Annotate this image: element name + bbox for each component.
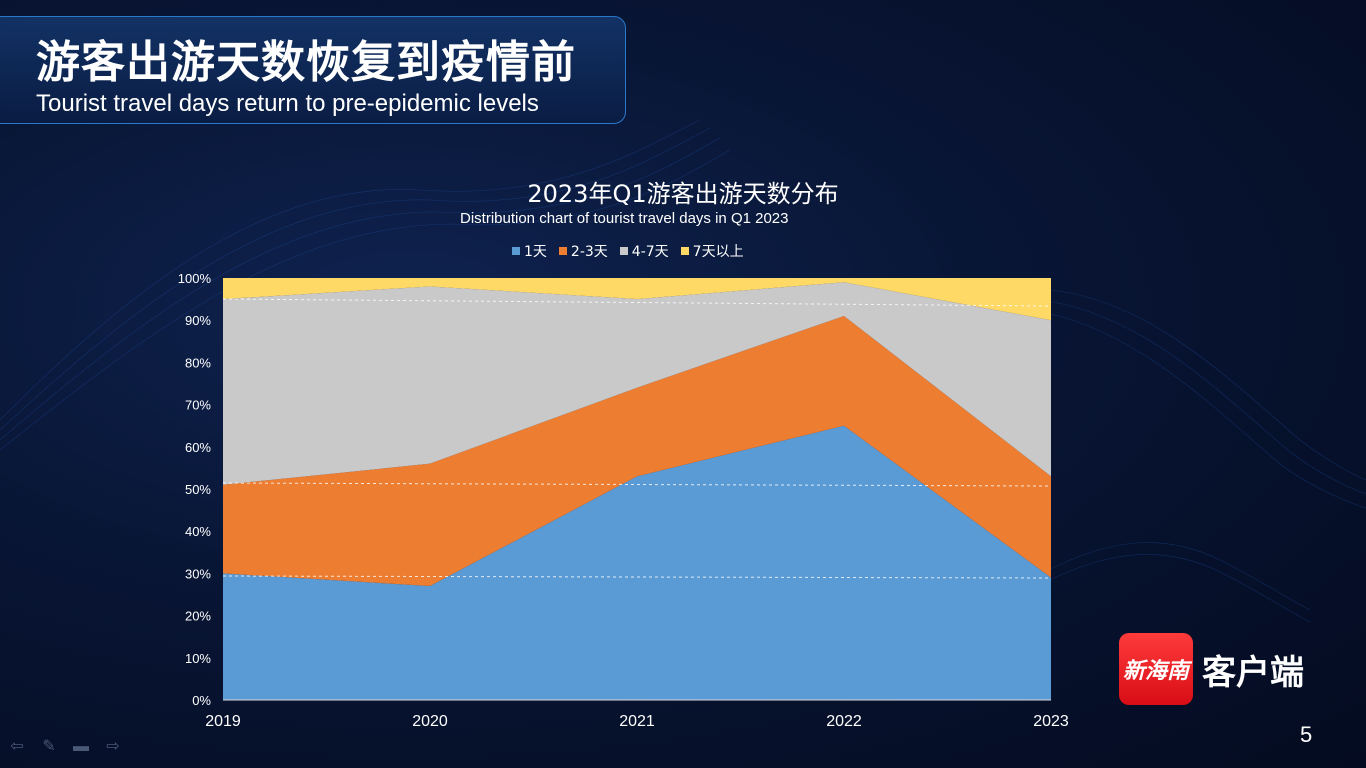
area-series-2 <box>223 315 1051 587</box>
reference-line-1 <box>222 298 1052 307</box>
y-tick-label: 60% <box>185 440 211 455</box>
legend-swatch-1 <box>512 247 520 255</box>
pen-icon[interactable]: ✎ <box>42 738 56 755</box>
slide-title: 游客出游天数恢复到疫情前 <box>36 37 576 88</box>
y-tick-label: 40% <box>185 524 211 539</box>
legend-item-4: 7天以上 <box>680 241 744 261</box>
logo-mark: 新海南 <box>1119 633 1193 705</box>
y-tick-label: 70% <box>185 398 211 413</box>
y-tick-label: 10% <box>185 651 211 666</box>
y-tick-label: 30% <box>185 566 211 581</box>
y-tick-label: 90% <box>185 313 211 328</box>
forward-arrow-icon[interactable]: ⇨ <box>106 738 120 755</box>
y-tick-label: 100% <box>178 271 212 286</box>
reference-line-2 <box>222 482 1052 487</box>
legend-swatch-3 <box>619 247 628 255</box>
area-series-1 <box>223 425 1051 700</box>
legend-swatch-4 <box>680 247 689 255</box>
legend-item-2: 2-3天 <box>558 241 608 261</box>
area-series-4 <box>223 278 1051 321</box>
x-tick-label: 2022 <box>826 713 862 730</box>
reference-line-3 <box>222 575 1052 579</box>
slide-subtitle: Tourist travel days return to pre-epidem… <box>36 90 539 117</box>
y-tick-label: 50% <box>185 482 211 497</box>
menu-icon[interactable]: ▬ <box>73 738 89 755</box>
logo-mark-text: 新海南 <box>1122 658 1189 684</box>
legend-label-2: 2-3天 <box>570 244 608 260</box>
y-tick-label: 20% <box>185 609 211 624</box>
chart-title-wrap: 2023年Q1游客出游天数分布 <box>0 174 1366 209</box>
slideshow-controls: ⇦ ✎ ▬ ⇨ <box>6 738 124 756</box>
legend-swatch-2 <box>558 247 567 255</box>
y-tick-label: 0% <box>192 693 211 708</box>
legend-item-3: 4-7天 <box>619 241 669 261</box>
x-tick-label: 2023 <box>1033 713 1069 730</box>
area-series-3 <box>223 282 1051 485</box>
back-arrow-icon[interactable]: ⇦ <box>10 738 24 755</box>
chart-subtitle: Distribution chart of tourist travel day… <box>460 210 789 227</box>
legend-label-1: 1天 <box>524 244 547 260</box>
x-tick-label: 2021 <box>619 713 655 730</box>
chart-legend: 1天 2-3天 4-7天 7天以上 <box>512 241 744 261</box>
x-tick-label: 2020 <box>412 713 448 730</box>
chart-title: 2023年Q1游客出游天数分布 <box>527 180 839 208</box>
title-panel <box>0 16 626 124</box>
legend-item-1: 1天 <box>512 241 547 261</box>
logo-label: 客户端 <box>1202 653 1304 693</box>
y-tick-label: 80% <box>185 355 211 370</box>
legend-label-4: 7天以上 <box>692 244 744 260</box>
legend-label-3: 4-7天 <box>631 244 669 260</box>
page-number: 5 <box>1300 722 1313 747</box>
x-tick-label: 2019 <box>205 713 241 730</box>
